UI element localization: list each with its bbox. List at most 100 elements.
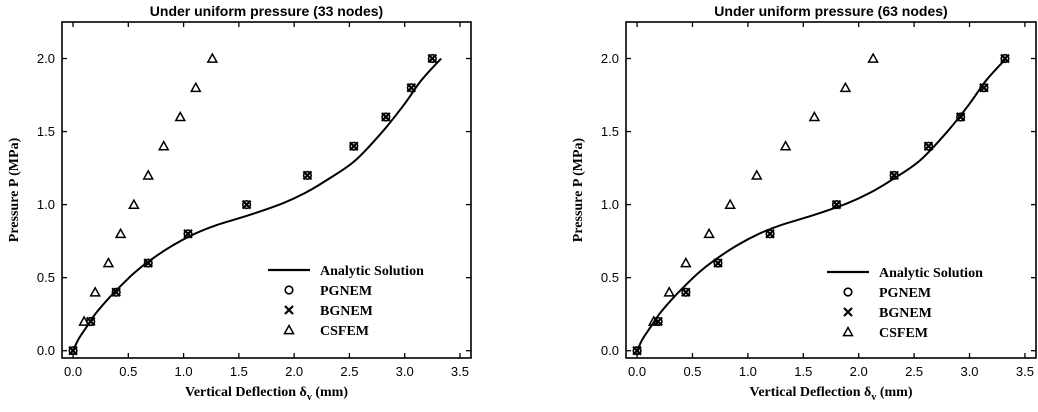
- x-tick-label: 1.5: [230, 364, 248, 379]
- x-marker: [979, 82, 989, 93]
- x-tick-label: 2.5: [340, 364, 358, 379]
- triangle-marker: [174, 110, 187, 122]
- triangle-marker: [157, 140, 170, 151]
- triangle-marker: [142, 169, 154, 180]
- y-tick-label: 0.0: [37, 343, 55, 358]
- legend-triangle-swatch: [283, 323, 295, 335]
- legend-label: PGNEM: [879, 286, 931, 301]
- series-bgnem: [632, 53, 1010, 356]
- x-marker: [241, 199, 252, 210]
- x-tick-label: 3.5: [1016, 364, 1034, 379]
- x-marker: [406, 82, 417, 93]
- circle-marker: [979, 83, 989, 93]
- x-axis-label: Vertical Deflection δv (mm): [185, 385, 348, 403]
- x-tick-label: 2.5: [905, 364, 923, 379]
- y-tick-label: 2.0: [601, 51, 619, 66]
- legend-circle-swatch: [284, 285, 294, 295]
- y-tick-label: 0.5: [37, 270, 55, 285]
- x-marker: [68, 345, 78, 356]
- circle-marker: [302, 170, 313, 180]
- x-marker: [713, 258, 723, 268]
- legend-label: BGNEM: [879, 306, 932, 321]
- series-pgnem: [632, 53, 1010, 356]
- x-marker: [349, 141, 359, 151]
- x-tick-label: 3.0: [396, 364, 414, 379]
- legend-triangle-swatch: [842, 325, 854, 337]
- triangle-marker: [808, 110, 821, 122]
- x-marker: [923, 141, 934, 151]
- triangle-marker: [78, 315, 90, 326]
- x-tick-label: 0.5: [119, 364, 137, 379]
- x-tick-label: 1.5: [794, 364, 812, 379]
- circle-marker: [111, 287, 121, 297]
- triangle-marker: [663, 286, 675, 297]
- legend-label: CSFEM: [879, 326, 928, 341]
- series-pgnem: [68, 53, 437, 356]
- legend-label: CSFEM: [320, 324, 369, 339]
- circle-marker: [381, 112, 391, 122]
- x-marker: [381, 112, 391, 122]
- triangle-marker: [89, 286, 101, 297]
- y-tick-label: 1.5: [37, 124, 55, 139]
- y-tick-label: 2.0: [37, 51, 55, 66]
- x-tick-label: 0.0: [628, 364, 646, 379]
- x-marker: [632, 345, 642, 356]
- x-marker: [1000, 53, 1010, 64]
- circle-marker: [1000, 53, 1010, 64]
- circle-marker: [956, 112, 966, 122]
- circle-marker: [831, 200, 842, 210]
- circle-marker: [349, 141, 359, 151]
- triangle-marker: [867, 52, 879, 63]
- y-tick-label: 0.0: [601, 343, 619, 358]
- x-tick-label: 3.0: [960, 364, 978, 379]
- legend: Analytic Solution PGNEM BGNEM CSFEM: [268, 264, 424, 339]
- x-marker: [955, 112, 966, 122]
- circle-marker: [68, 346, 78, 356]
- y-tick-label: 1.5: [601, 124, 619, 139]
- y-tick-label: 0.5: [601, 270, 619, 285]
- series-analytic-solution: [636, 57, 1007, 352]
- circle-marker: [765, 229, 775, 239]
- triangle-marker: [680, 256, 692, 268]
- circle-marker: [242, 200, 252, 210]
- plot-frame: [61, 21, 472, 359]
- series-analytic-solution: [72, 57, 442, 352]
- x-axis-label: Vertical Deflection δv (mm): [750, 385, 913, 403]
- series-csfem: [647, 52, 879, 326]
- analytic-solution-line: [636, 57, 1007, 352]
- x-marker: [302, 170, 313, 181]
- circle-marker: [632, 346, 642, 356]
- x-tick-label: 2.0: [285, 364, 303, 379]
- chart-1: Under uniform pressure (33 nodes) 0.0 0.5 1…: [7, 3, 472, 403]
- circle-marker: [681, 287, 691, 297]
- x-marker: [831, 199, 842, 210]
- circle-marker: [889, 170, 899, 180]
- circle-marker: [923, 141, 934, 151]
- legend: Analytic Solution PGNEM BGNEM CSFEM: [827, 266, 983, 341]
- circle-marker: [183, 229, 193, 239]
- x-tick-label: 1.0: [739, 364, 757, 379]
- x-marker: [889, 170, 899, 181]
- triangle-marker: [189, 81, 202, 93]
- plot-frame: [625, 21, 1037, 359]
- triangle-marker: [114, 227, 127, 239]
- y-axis-label: Pressure P (MPa): [7, 137, 22, 242]
- legend-label: BGNEM: [320, 304, 373, 319]
- triangle-marker: [206, 52, 219, 63]
- chart-2: Under uniform pressure (63 nodes) 0.0 0.5 1…: [571, 3, 1037, 403]
- x-marker: [183, 229, 193, 239]
- y-axis-label: Pressure P (MPa): [571, 137, 586, 242]
- circle-marker: [143, 258, 153, 268]
- triangle-marker: [647, 315, 660, 326]
- x-tick-label: 0.5: [683, 364, 701, 379]
- x-marker: [765, 229, 775, 239]
- chart-title: Under uniform pressure (63 nodes): [714, 3, 947, 19]
- x-marker: [681, 287, 691, 298]
- series-csfem: [78, 52, 219, 326]
- triangle-marker: [703, 227, 715, 239]
- circle-marker: [713, 258, 723, 268]
- triangle-marker: [724, 198, 736, 209]
- legend-label: Analytic Solution: [879, 266, 983, 281]
- y-tick-label: 1.0: [37, 197, 55, 212]
- x-tick-label: 3.5: [451, 364, 469, 379]
